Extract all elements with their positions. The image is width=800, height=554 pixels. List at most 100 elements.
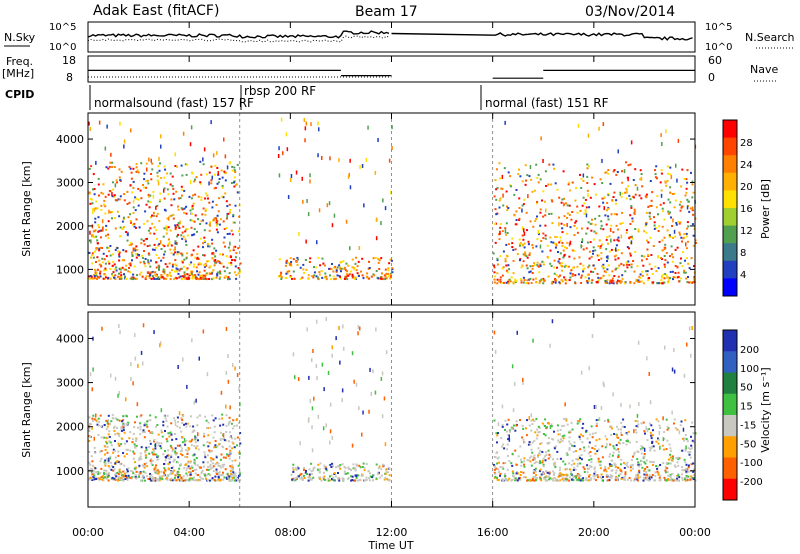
power-cell-2-52 [539, 178, 542, 181]
power-cell-2-160 [554, 182, 557, 185]
velocity-cell-0-35 [194, 463, 197, 466]
velocity-cell-2-79 [535, 418, 538, 420]
power-cell-2-854 [655, 206, 658, 209]
velocity-cell-0-503 [118, 433, 121, 436]
power-cell-2-781 [591, 176, 594, 179]
velocity-cell-2-241 [578, 455, 581, 458]
velocity-cell-0-258 [171, 450, 174, 453]
velocity-sparse-0-33 [114, 376, 117, 381]
velocity-cell-1-156 [352, 463, 355, 466]
power-cell-2-815 [645, 196, 648, 199]
velocity-cell-2-830 [577, 479, 580, 482]
power-cell-0-773 [174, 240, 177, 243]
power-cell-2-159 [523, 198, 526, 201]
velocity-cell-0-861 [210, 450, 212, 453]
power-cell-2-597 [586, 182, 589, 184]
velocity-cell-2-347 [520, 464, 523, 467]
velocity-cell-1-189 [387, 471, 390, 474]
velocity-sparse-1-18 [383, 396, 386, 401]
power-cell-1-183 [350, 270, 352, 273]
power-cell-0-44 [180, 234, 183, 237]
power-cell-2-514 [571, 249, 574, 252]
velocity-cell-2-63 [692, 470, 694, 473]
power-cell-0-407 [208, 201, 211, 204]
power-cell-2-633 [563, 224, 566, 226]
power-sparse-0-38 [110, 152, 112, 157]
velocity-cell-0-262 [137, 474, 140, 477]
velocity-cell-0-440 [238, 471, 241, 473]
velocity-sparse-2-53 [532, 338, 534, 343]
power-cell-2-581 [518, 238, 521, 241]
power-cell-1-24 [304, 259, 307, 261]
power-cell-2-879 [689, 281, 692, 284]
power-cell-2-511 [574, 282, 577, 285]
power-cell-0-528 [111, 274, 114, 277]
velocity-cell-0-394 [162, 453, 165, 456]
velocity-cell-0-705 [228, 445, 231, 448]
power-cell-0-507 [217, 260, 220, 262]
velocity-cell-2-754 [506, 468, 509, 471]
velocity-cell-2-819 [494, 456, 497, 459]
power-cell-2-228 [600, 252, 603, 254]
power-cell-2-405 [601, 265, 604, 268]
power-cell-0-32 [181, 237, 184, 240]
power-cell-2-507 [650, 254, 653, 256]
velocity-cell-2-780 [681, 466, 684, 468]
power-cell-2-459 [521, 243, 524, 246]
power-sparse-1-59 [316, 240, 318, 245]
power-cell-0-262 [163, 270, 166, 273]
velocity-cell-2-238 [647, 469, 650, 472]
power-cell-0-622 [89, 202, 92, 205]
velocity-cell-0-194 [122, 425, 125, 428]
power-cell-0-551 [183, 271, 186, 274]
velocity-cell-0-197 [109, 441, 112, 444]
velocity-cell-0-555 [225, 476, 228, 479]
power-cell-0-311 [202, 246, 204, 249]
velocity-cell-2-251 [506, 423, 509, 426]
power-cell-0-726 [230, 263, 233, 266]
power-sparse-1-7 [361, 164, 364, 168]
power-cell-2-404 [588, 257, 591, 260]
velocity-sparse-0-51 [195, 398, 197, 403]
velocity-sparse-1-23 [313, 396, 315, 401]
velocity-cell-0-774 [222, 465, 225, 468]
power-cell-2-178 [554, 236, 557, 238]
velocity-cell-0-663 [208, 450, 211, 453]
power-cell-0-864 [160, 274, 163, 276]
velocity-cell-2-705 [612, 445, 615, 448]
velocity-cell-2-447 [579, 418, 582, 421]
power-cell-2-805 [590, 255, 593, 258]
velocity-sparse-2-29 [595, 405, 597, 409]
velocity-cell-2-530 [545, 475, 548, 478]
power-cell-1-105 [381, 272, 383, 275]
power-cell-0-678 [133, 225, 136, 228]
power-sparse-2-34 [660, 193, 663, 198]
velocity-cell-0-605 [186, 449, 189, 452]
power-cell-0-187 [199, 223, 202, 225]
velocity-colorbar-label: Velocity [m s⁻¹] [759, 367, 772, 452]
velocity-sparse-2-34 [671, 367, 674, 372]
velocity-cell-2-273 [562, 477, 565, 480]
power-cell-2-258 [592, 252, 594, 255]
power-cell-0-476 [215, 203, 218, 206]
power-cell-0-425 [169, 215, 172, 218]
power-cell-0-520 [157, 276, 160, 279]
power-cell-1-55 [328, 267, 331, 270]
power-cell-0-724 [185, 228, 187, 231]
velocity-sparse-0-11 [124, 422, 126, 427]
velocity-cell-0-424 [212, 436, 215, 439]
power-cell-2-774 [657, 213, 659, 216]
velocity-cell-0-504 [229, 449, 232, 452]
power-cell-0-330 [178, 197, 181, 200]
power-sparse-0-16 [163, 188, 165, 193]
velocity-cell-0-797 [122, 475, 125, 478]
velocity-cell-0-654 [118, 444, 121, 447]
power-cell-1-59 [351, 274, 354, 277]
velocity-cell-0-169 [206, 468, 208, 471]
velocity-cell-2-213 [657, 465, 660, 468]
velocity-cell-2-196 [555, 445, 558, 448]
velocity-cell-0-449 [180, 430, 183, 433]
velocity-cell-2-769 [577, 421, 580, 424]
velocity-cell-1-161 [316, 468, 319, 471]
velocity-cell-0-892 [222, 423, 225, 426]
